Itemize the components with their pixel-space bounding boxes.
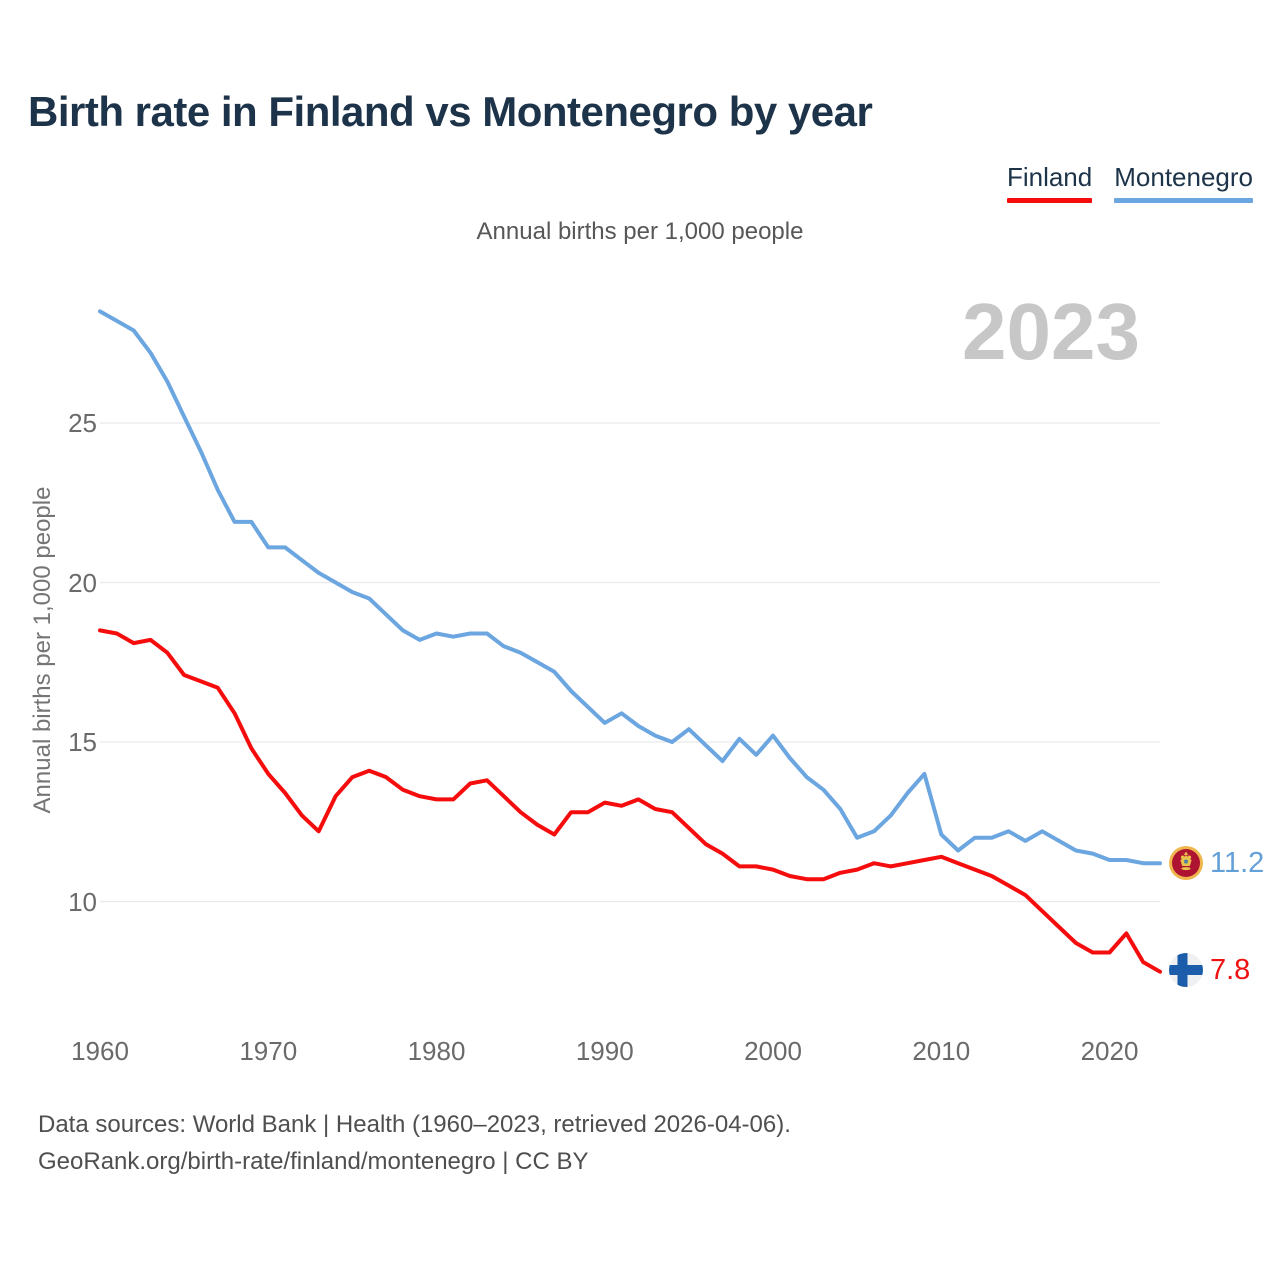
x-tick-label: 2010: [912, 1036, 971, 1066]
x-tick-label: 2020: [1080, 1036, 1139, 1066]
legend: Finland Montenegro: [1006, 162, 1253, 203]
series-line-montenegro[interactable]: [98, 309, 1162, 866]
legend-swatch-finland: [1006, 198, 1093, 203]
y-axis-title: Annual births per 1,000 people: [29, 486, 56, 814]
x-tick-label: 1980: [407, 1036, 466, 1066]
finland-end-value: 7.8: [1210, 954, 1251, 986]
series-line-finland[interactable]: [98, 628, 1162, 974]
x-tick-label: 2000: [744, 1036, 802, 1066]
y-tick-label: 20: [68, 567, 97, 598]
page-title: Birth rate in Finland vs Montenegro by y…: [28, 88, 873, 135]
footer-sources-line: Data sources: World Bank | Health (1960–…: [38, 1111, 791, 1138]
legend-label-montenegro: Montenegro: [1114, 162, 1253, 192]
legend-item-montenegro[interactable]: Montenegro: [1114, 162, 1253, 203]
y-tick-label: 15: [68, 727, 97, 757]
finland-end-label: 7.8: [1169, 953, 1250, 987]
finland-flag-icon: [1169, 953, 1203, 987]
y-tick-label: 10: [68, 886, 97, 917]
legend-swatch-montenegro: [1114, 198, 1253, 203]
montenegro-flag-icon: [1169, 846, 1203, 880]
x-tick-label: 1970: [239, 1036, 298, 1066]
chart-subtitle: Annual births per 1,000 people: [476, 218, 804, 245]
legend-item-finland[interactable]: Finland: [1006, 162, 1093, 203]
legend-label-finland: Finland: [1006, 162, 1093, 192]
footer-attribution-line: GeoRank.org/birth-rate/finland/montenegr…: [38, 1148, 589, 1175]
montenegro-end-label: 11.2: [1169, 846, 1264, 880]
year-watermark: 2023: [962, 287, 1140, 376]
x-tick-label: 1960: [71, 1036, 129, 1066]
y-tick-label: 25: [68, 408, 97, 438]
x-tick-label: 1990: [575, 1036, 634, 1066]
montenegro-end-value: 11.2: [1210, 847, 1265, 879]
footer: Data sources: World Bank | Health (1960–…: [38, 1106, 791, 1180]
